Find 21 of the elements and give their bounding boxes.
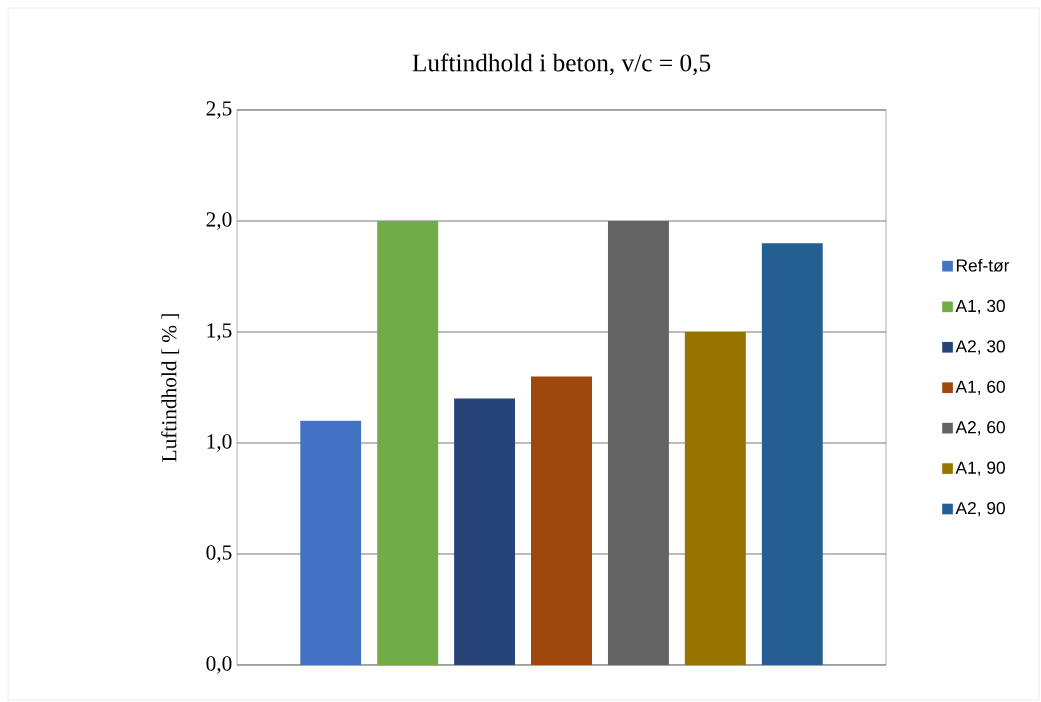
legend-label: A2, 30	[955, 340, 1005, 355]
legend-label: A1, 60	[955, 380, 1005, 395]
chart-title: Luftindhold i beton, v/c = 0,5	[412, 53, 711, 76]
legend-label: A2, 90	[955, 501, 1005, 517]
legend-label: A1, 30	[955, 299, 1005, 315]
bar	[684, 331, 746, 665]
bar	[761, 243, 823, 665]
bar	[300, 420, 362, 665]
legend-label: Ref-tør	[956, 258, 1010, 272]
y-tick-label: 0,5	[206, 545, 232, 563]
y-tick-label: 1,0	[207, 434, 232, 452]
y-tick-label: 2,5	[206, 101, 232, 119]
y-axis-title: Luftindhold [ % ]	[161, 314, 180, 462]
bar	[377, 220, 439, 665]
bar	[531, 376, 593, 665]
bar	[454, 398, 516, 665]
legend-label: A2, 60	[955, 421, 1005, 436]
y-tick-label: 0,0	[206, 656, 232, 674]
y-tick-label: 2,0	[206, 212, 232, 230]
legend-label: A1, 90	[955, 461, 1005, 476]
y-tick-label: 1,5	[207, 323, 232, 341]
